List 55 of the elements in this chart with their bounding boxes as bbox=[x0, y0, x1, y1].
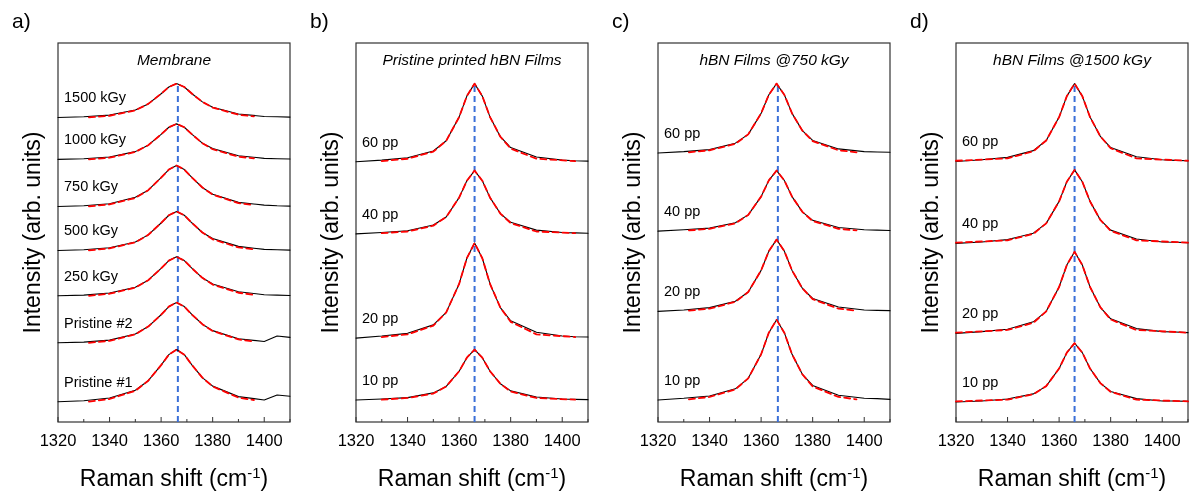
x-tick-label: 1340 bbox=[389, 431, 426, 449]
y-axis-title: Intensity (arb. units) bbox=[19, 131, 45, 334]
series-label: 20 pp bbox=[664, 283, 701, 300]
chart-title: hBN Films @1500 kGy bbox=[993, 51, 1153, 68]
x-tick-label: 1340 bbox=[989, 431, 1026, 449]
x-axis-title: Raman shift (cm$^{-1}$) bbox=[679, 463, 869, 491]
series-label: 60 pp bbox=[962, 133, 999, 150]
series-label: 20 pp bbox=[362, 310, 399, 327]
x-axis-title: Raman shift (cm$^{-1}$) bbox=[377, 463, 567, 491]
x-tick-label: 1360 bbox=[742, 431, 780, 449]
x-tick-label: 1360 bbox=[440, 431, 478, 449]
x-tick-label: 1320 bbox=[639, 431, 677, 449]
x-tick-label: 1380 bbox=[1092, 431, 1130, 449]
x-tick-label: 1320 bbox=[39, 431, 77, 449]
series-label: Pristine #1 bbox=[64, 373, 133, 390]
x-tick-label: 1380 bbox=[794, 431, 832, 449]
series-label: 10 pp bbox=[362, 372, 399, 388]
series-label: 40 pp bbox=[962, 215, 999, 232]
series-label: 1000 kGy bbox=[64, 131, 127, 148]
x-tick-label: 1340 bbox=[91, 431, 128, 449]
series-label: 20 pp bbox=[962, 305, 999, 322]
x-tick-label: 1380 bbox=[492, 431, 530, 449]
x-tick-label: 1320 bbox=[937, 431, 975, 449]
y-axis-title: Intensity (arb. units) bbox=[619, 131, 645, 334]
y-axis-title: Intensity (arb. units) bbox=[317, 131, 343, 334]
text: b) bbox=[310, 9, 329, 32]
x-tick-label: 1360 bbox=[1040, 431, 1078, 449]
chart-title: Membrane bbox=[136, 51, 212, 68]
x-tick-label: 1360 bbox=[142, 431, 180, 449]
x-tick-label: 1380 bbox=[194, 431, 232, 449]
y-axis-title: Intensity (arb. units) bbox=[917, 131, 943, 334]
x-axis-title: Raman shift (cm$^{-1}$) bbox=[79, 463, 269, 491]
x-tick-label: 1320 bbox=[337, 431, 375, 449]
chart-title: Pristine printed hBN Films bbox=[382, 51, 562, 68]
chart-title: hBN Films @750 kGy bbox=[699, 51, 850, 68]
series-label: 1500 kGy bbox=[64, 89, 127, 106]
text: c) bbox=[612, 9, 630, 32]
series-label: 40 pp bbox=[362, 205, 399, 222]
series-label: 10 pp bbox=[962, 374, 999, 391]
series-label: 750 kGy bbox=[64, 178, 119, 195]
text: d) bbox=[910, 9, 929, 32]
x-axis-title: Raman shift (cm$^{-1}$) bbox=[977, 463, 1167, 491]
text: a) bbox=[12, 9, 31, 32]
series-label: 60 pp bbox=[664, 124, 701, 141]
x-tick-label: 1400 bbox=[1143, 431, 1181, 449]
series-label: 500 kGy bbox=[64, 222, 119, 239]
series-label: 40 pp bbox=[664, 203, 701, 220]
series-label: 60 pp bbox=[362, 133, 399, 150]
series-label: 10 pp bbox=[664, 372, 701, 388]
series-label: 250 kGy bbox=[64, 267, 119, 284]
series-label: Pristine #2 bbox=[64, 314, 133, 331]
x-tick-label: 1340 bbox=[691, 431, 728, 449]
x-tick-label: 1400 bbox=[845, 431, 883, 449]
x-tick-label: 1400 bbox=[543, 431, 581, 449]
x-tick-label: 1400 bbox=[245, 431, 283, 449]
